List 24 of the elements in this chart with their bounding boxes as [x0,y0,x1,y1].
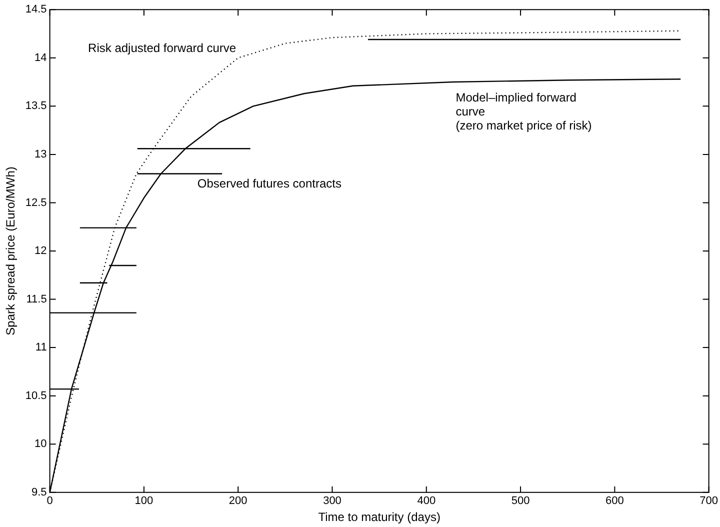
x-tick-label: 700 [700,495,718,508]
x-tick-label: 300 [323,495,342,508]
x-tick-label: 100 [134,495,154,508]
x-tick-label: 600 [606,495,624,508]
y-tick-label: 11 [35,342,47,354]
y-tick-label: 10.5 [25,390,47,402]
x-tick-label: 400 [417,495,436,508]
x-axis-title: Time to maturity (days) [318,510,440,524]
y-tick-label: 14.5 [25,4,47,16]
y-tick-label: 12 [34,245,47,258]
y-tick-label: 13 [34,148,47,160]
annotation: Model–implied forward curve (zero market price of risk) [456,90,592,133]
annotation: Observed futures contracts [197,176,342,191]
y-axis-title: Spark spread price (Euro/MWh) [4,166,18,336]
x-tick-label: 200 [228,495,248,508]
x-tick-label: 0 [46,495,53,508]
x-tick-label: 500 [511,495,530,508]
annotation: Risk adjusted forward curve [88,41,236,56]
y-tick-label: 12.5 [25,196,47,209]
y-tick-label: 11.5 [26,293,47,306]
y-tick-label: 14 [34,52,47,64]
y-tick-label: 13.5 [25,100,47,112]
y-tick-label: 10 [34,438,47,450]
y-tick-label: 9.5 [32,486,47,498]
